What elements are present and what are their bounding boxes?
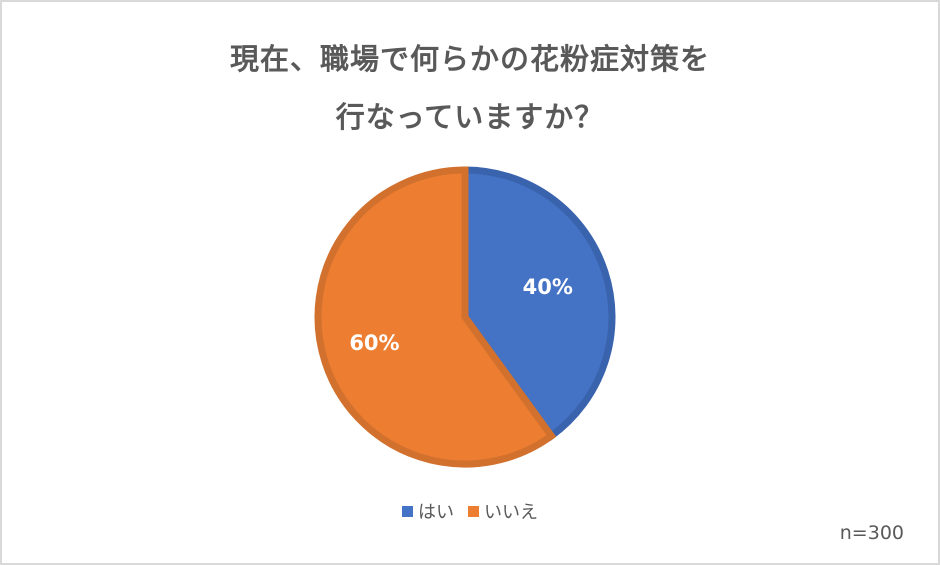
sample-size-note: n=300 xyxy=(839,522,904,544)
chart-title-line-1: 現在、職場で何らかの花粉症対策を xyxy=(229,42,710,76)
legend-label-yes: はい xyxy=(418,502,454,523)
legend-swatch-no xyxy=(468,505,479,517)
pie-slice-no xyxy=(314,166,557,468)
legend-label-no: いいえ xyxy=(484,502,538,523)
chart-title-line-2: 行なっていますか？ xyxy=(335,100,605,134)
slice-label-no: 60% xyxy=(349,331,400,356)
legend-swatch-yes xyxy=(402,505,413,517)
legend-item-no: いいえ xyxy=(468,498,538,524)
legend-item-yes: はい xyxy=(402,498,454,524)
legend: はい いいえ xyxy=(0,498,940,524)
pie-slice-yes xyxy=(461,166,616,441)
slice-label-yes: 40% xyxy=(522,274,573,299)
